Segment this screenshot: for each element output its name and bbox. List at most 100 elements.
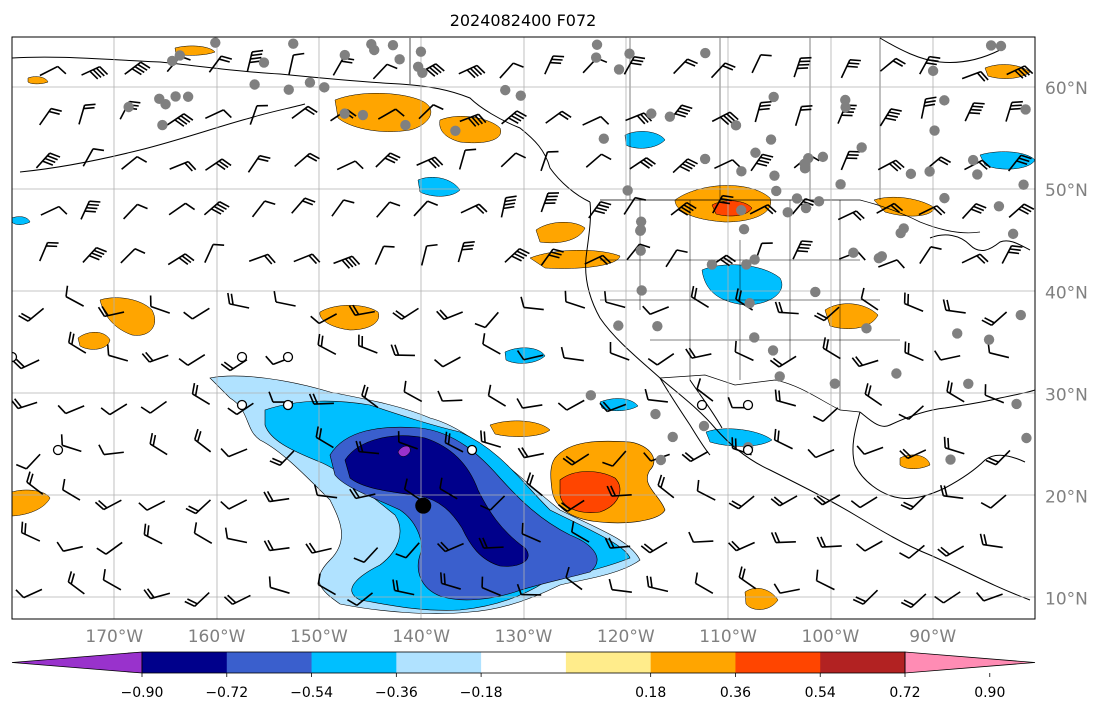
wind-barb — [436, 541, 464, 553]
wind-barb — [317, 333, 337, 355]
wind-barb — [372, 63, 398, 80]
wind-barb — [204, 243, 225, 263]
wind-barb — [263, 539, 290, 552]
station-dot — [635, 245, 646, 256]
colorbar-tick-label: −0.90 — [121, 685, 164, 701]
wind-barb — [540, 192, 560, 213]
wind-barb — [333, 255, 361, 269]
station-dot — [983, 334, 995, 345]
station-dot — [394, 54, 405, 65]
wind-barb — [436, 309, 463, 321]
station-dot — [700, 47, 711, 59]
wind-barb — [249, 104, 268, 125]
wind-barb — [439, 477, 458, 500]
station-dot — [817, 151, 829, 163]
station-dot — [698, 420, 710, 432]
station-dot — [995, 40, 1007, 52]
lon-tick-label: 100°W — [802, 627, 860, 647]
wind-barb — [185, 499, 212, 515]
wind-barb — [899, 448, 927, 460]
wind-barb — [203, 201, 230, 216]
wind-barb — [501, 110, 527, 125]
colorbar-segment — [565, 652, 652, 673]
wind-barb — [904, 341, 924, 362]
wind-barb — [56, 541, 83, 552]
wind-barb — [521, 522, 541, 543]
colorbar-segment — [820, 652, 906, 673]
wind-barb — [500, 152, 527, 168]
wind-barb — [919, 55, 941, 75]
wind-barb — [293, 253, 321, 265]
contour-orange-patch — [12, 489, 51, 517]
wind-barb — [604, 291, 626, 309]
station-dot — [157, 119, 168, 131]
wind-barb — [773, 583, 800, 594]
wind-barb — [420, 243, 438, 266]
station-dot — [387, 40, 399, 51]
calm-wind-circle — [52, 444, 64, 456]
wind-barb — [585, 153, 612, 168]
wind-barb — [390, 344, 415, 357]
colorbar-extend-high — [904, 651, 1036, 674]
wind-barb — [39, 65, 67, 77]
station-dot — [1018, 179, 1029, 190]
wind-barb — [57, 404, 85, 415]
station-dot — [945, 454, 956, 465]
wind-barb — [60, 434, 82, 453]
station-dot — [993, 201, 1005, 212]
wind-barb — [754, 100, 772, 123]
wind-barb — [205, 109, 232, 120]
wind-barb — [375, 152, 401, 168]
wind-barb — [685, 347, 712, 359]
station-dot — [952, 328, 963, 339]
contour-cyan-patch — [701, 264, 783, 306]
wind-barb — [80, 200, 101, 220]
wind-barb — [317, 573, 336, 596]
contour-orange-patch — [489, 420, 551, 437]
wind-barb — [100, 403, 128, 416]
station-dot — [813, 196, 825, 207]
wind-barb — [696, 378, 714, 402]
wind-barb — [403, 380, 423, 403]
station-dot — [876, 251, 888, 262]
wind-barb — [40, 205, 68, 216]
lon-tick-label: 150°W — [290, 627, 348, 647]
wind-barb — [120, 248, 146, 264]
wind-barb — [149, 432, 168, 456]
wind-barb — [544, 55, 565, 75]
station-dot — [655, 454, 667, 466]
wind-barb — [774, 389, 797, 407]
station-dot — [210, 37, 221, 48]
wind-barb — [149, 295, 171, 314]
wind-barb — [822, 337, 841, 360]
wind-barb — [640, 541, 668, 554]
wind-barb — [964, 102, 985, 122]
wind-barb — [102, 568, 122, 591]
wind-barb — [728, 495, 755, 510]
wind-barb — [434, 356, 461, 368]
wind-barb — [696, 479, 716, 501]
aleutian-coastline — [19, 103, 306, 173]
station-dot — [848, 247, 859, 258]
wind-barb — [961, 70, 989, 82]
station-dot — [829, 378, 841, 389]
wind-barb — [480, 495, 506, 511]
wind-barb — [194, 428, 212, 453]
station-dot — [810, 286, 821, 298]
contour-red-region — [559, 471, 621, 513]
contour-orange-patch — [744, 588, 779, 610]
wind-barb — [850, 496, 878, 509]
wind-barb — [794, 105, 813, 126]
wind-barb — [65, 285, 85, 307]
station-dot — [591, 39, 603, 50]
wind-barb — [898, 405, 924, 420]
station-dot — [769, 170, 780, 181]
map-panel — [12, 37, 1035, 619]
wind-barb — [623, 196, 646, 215]
calm-wind-circle — [282, 351, 294, 363]
station-dot — [288, 38, 299, 49]
wind-barb — [474, 311, 499, 329]
station-dot — [699, 153, 711, 165]
contour-orange-patch — [529, 250, 621, 269]
